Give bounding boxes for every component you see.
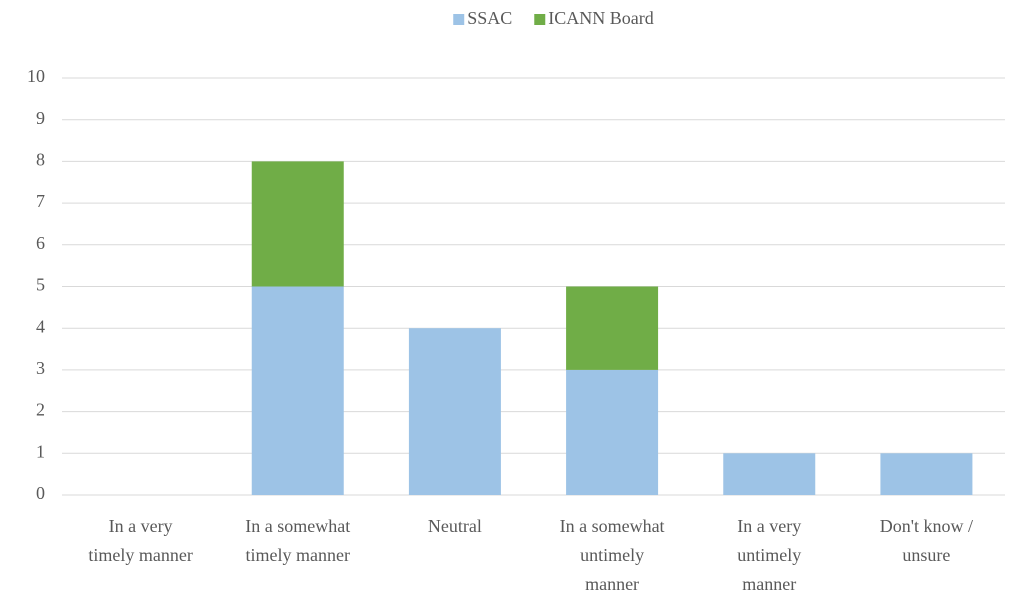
y-tick-label: 7	[36, 191, 45, 211]
x-tick-label: In a somewhat timely manner	[245, 516, 351, 565]
bar-segment	[880, 453, 973, 495]
y-tick-label: 8	[36, 150, 45, 170]
x-tick-label: In a very timely manner	[88, 516, 193, 565]
x-tick-label: In a somewhat untimely manner	[559, 516, 665, 594]
bar-segment	[723, 453, 816, 495]
y-tick-label: 4	[36, 316, 45, 336]
x-tick-label: In a very untimely manner	[737, 516, 802, 594]
bar-segment	[251, 161, 344, 287]
bar-segment	[566, 369, 659, 495]
legend-swatch	[534, 14, 546, 25]
x-tick-label: Don't know / unsure	[879, 516, 974, 565]
legend-label: ICANN Board	[548, 8, 654, 28]
bar-segment	[251, 286, 344, 495]
legend-swatch	[453, 14, 465, 25]
bar-segment	[566, 286, 659, 370]
y-tick-label: 10	[27, 66, 45, 86]
y-tick-label: 0	[36, 483, 45, 503]
y-tick-label: 6	[36, 233, 45, 253]
y-tick-label: 2	[36, 400, 45, 420]
y-tick-label: 1	[36, 441, 45, 461]
x-tick-label: Neutral	[427, 516, 482, 536]
bar-segment	[408, 328, 501, 495]
y-tick-label: 3	[36, 358, 45, 378]
legend-label: SSAC	[467, 8, 512, 28]
y-tick-label: 9	[36, 108, 45, 128]
y-tick-label: 5	[36, 275, 45, 295]
